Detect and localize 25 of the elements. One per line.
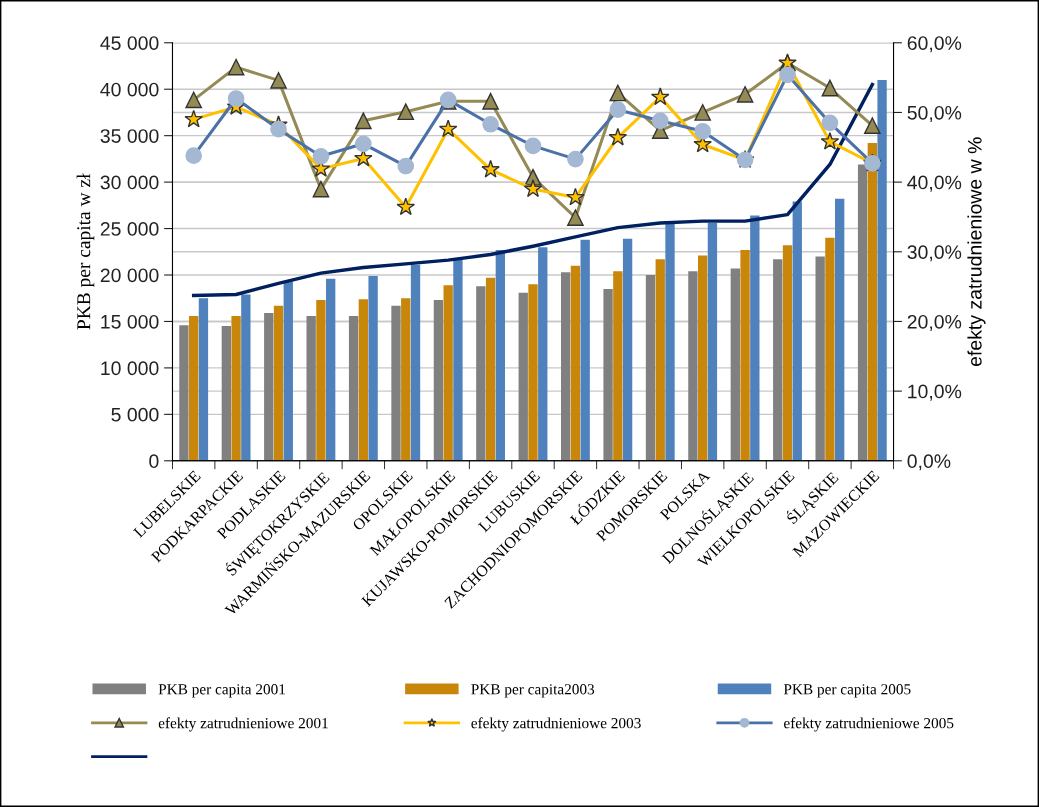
y-tick-label: 15 000	[101, 314, 159, 329]
y-tick-label: 20 000	[100, 268, 159, 283]
y2-tick-label: 0,0%	[907, 454, 951, 471]
legend-label: efekty zatrudnieniowe 2003	[471, 717, 641, 732]
y-tick-label: 35 000	[100, 129, 159, 143]
y-tick-label: 30 000	[100, 175, 159, 190]
y-tick-label: 40 000	[100, 82, 159, 97]
y2-tick-label: 30,0%	[907, 245, 962, 262]
legend-label: efekty zatrudnieniowe 2001	[158, 717, 328, 732]
y2-tick-label: 10,0%	[908, 384, 962, 401]
legend-label: PKB per capita2003	[471, 684, 595, 698]
y-tick-label: 10 000	[101, 361, 159, 376]
y2-tick-label: 40,0%	[907, 175, 962, 192]
y2-tick-label: 20,0%	[907, 314, 962, 331]
y-axis-title: PKB per capita w zł	[76, 173, 95, 330]
legend-label: PKB per capita 2001	[158, 684, 285, 698]
y-tick-label: 5 000	[111, 407, 159, 422]
y-tick-label: 45 000	[100, 36, 159, 51]
y2-axis-title: efekty zatrudnieniowe w %	[967, 137, 986, 367]
y-tick-label: 25 000	[100, 222, 159, 236]
legend-label: efekty zatrudnieniowe 2005	[784, 717, 954, 732]
legend-label: PKB per capita 2005	[783, 684, 911, 698]
y2-tick-label: 50,0%	[907, 105, 962, 122]
y-tick-label: 0	[149, 454, 159, 469]
y2-tick-label: 60,0%	[907, 36, 962, 53]
